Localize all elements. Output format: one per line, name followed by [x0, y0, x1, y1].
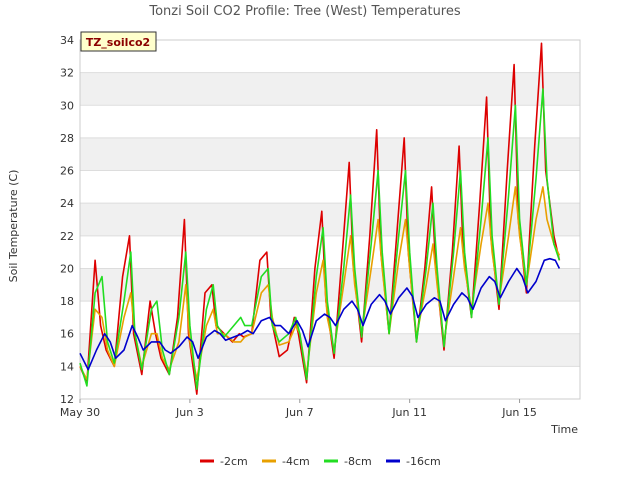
x-tick-label: May 30 [60, 406, 100, 419]
y-tick-label: 22 [60, 230, 74, 243]
badge-label: TZ_soilco2 [86, 36, 150, 49]
badge-box [80, 31, 157, 52]
legend: -2cm -4cm -8cm -16cm [200, 455, 441, 468]
background-band [80, 268, 580, 302]
y-tick-label: 18 [60, 295, 74, 308]
y-tick-label: 14 [60, 360, 74, 373]
legend-label: -8cm [344, 455, 372, 468]
background-band [80, 203, 580, 236]
badge: TZ_soilco2 [80, 31, 157, 52]
series-lines [79, 42, 561, 395]
legend-label: -2cm [220, 455, 248, 468]
series-line-minus-8cm [79, 88, 561, 391]
y-axis-ticks: 12 14 16 18 20 22 24 26 28 30 32 34 [60, 34, 74, 406]
y-tick-label: 20 [60, 262, 74, 275]
x-axis-ticks: May 30 Jun 3 Jun 7 Jun 11 Jun 15 [60, 399, 537, 419]
series-line-minus-16cm [79, 257, 561, 371]
y-tick-label: 26 [60, 165, 74, 178]
x-axis-label: Time [550, 423, 578, 436]
y-tick-label: 16 [60, 328, 74, 341]
y-tick-label: 32 [60, 67, 74, 80]
x-tick-label: Jun 11 [391, 406, 427, 419]
background-band [80, 333, 580, 367]
x-tick-label: Jun 15 [501, 406, 537, 419]
background-band [80, 72, 580, 106]
chart-title: Tonzi Soil CO2 Profile: Tree (West) Temp… [148, 4, 461, 19]
x-tick-label: Jun 7 [285, 406, 314, 419]
y-axis-label: Soil Temperature (C) [7, 170, 20, 283]
legend-label: -16cm [406, 455, 441, 468]
series-line-minus-2cm [79, 42, 561, 395]
y-tick-label: 24 [60, 197, 74, 210]
y-tick-label: 28 [60, 132, 74, 145]
background-band [80, 137, 580, 171]
series-line-minus-4cm [79, 186, 561, 381]
y-tick-label: 30 [60, 99, 74, 112]
legend-label: -4cm [282, 455, 310, 468]
y-tick-label: 12 [60, 393, 74, 406]
y-tick-label: 34 [60, 34, 74, 47]
x-tick-label: Jun 3 [175, 406, 204, 419]
plot-area [79, 39, 581, 400]
